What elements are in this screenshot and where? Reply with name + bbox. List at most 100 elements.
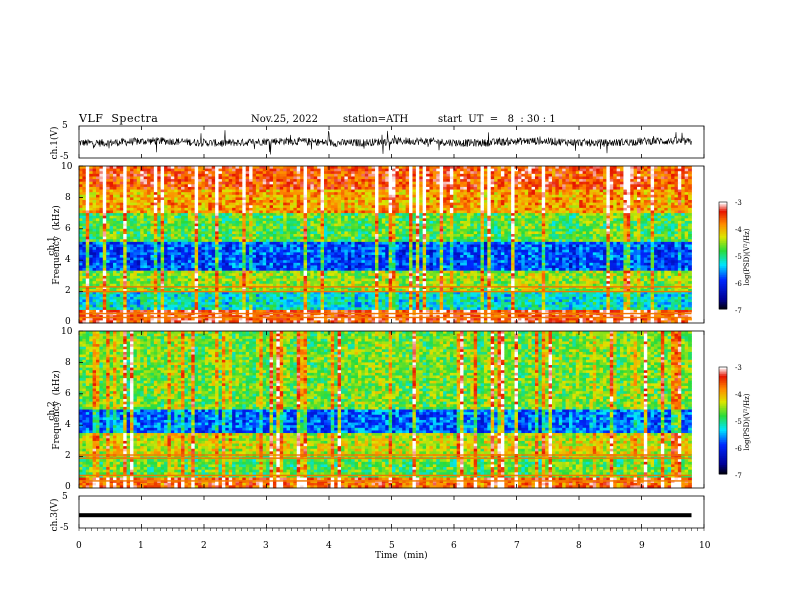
spectrogram-cell xyxy=(219,187,223,190)
spectrogram-cell xyxy=(167,310,171,313)
spectrogram-cell xyxy=(232,265,236,268)
spectrogram-cell xyxy=(123,210,127,213)
spectrogram-cell xyxy=(174,213,178,216)
spectrogram-cell xyxy=(178,237,182,240)
spectrogram-cell xyxy=(212,166,216,169)
spectrogram-cell xyxy=(215,221,219,224)
spectrogram-cell xyxy=(246,234,250,237)
spectrogram-cell xyxy=(96,226,100,229)
spectrogram-cell xyxy=(327,176,331,179)
spectrogram-cell xyxy=(178,174,182,177)
spectrogram-cell xyxy=(150,216,154,219)
spectrogram-cell xyxy=(239,263,243,266)
spectrogram-cell xyxy=(341,192,345,195)
spectrogram-cell xyxy=(215,187,219,190)
spectrogram-cell xyxy=(127,273,131,276)
spectrogram-cell xyxy=(321,247,325,250)
spectrogram-cell xyxy=(242,305,246,308)
spectrogram-cell xyxy=(127,276,131,279)
spectrogram-cell xyxy=(287,281,291,284)
spectrogram-cell xyxy=(195,208,199,211)
spectrogram-cell xyxy=(127,231,131,234)
spectrogram-cell xyxy=(171,218,175,221)
spectrogram-cell xyxy=(82,307,86,310)
spectrogram-cell xyxy=(324,276,328,279)
spectrogram-cell xyxy=(89,265,93,268)
spectrogram-cell xyxy=(355,229,359,232)
spectrogram-cell xyxy=(161,171,165,174)
spectrogram-cell xyxy=(287,318,291,321)
spectrogram-cell xyxy=(208,252,212,255)
spectrogram-cell xyxy=(144,171,148,174)
spectrogram-cell xyxy=(116,279,120,282)
spectrogram-cell xyxy=(344,255,348,258)
spectrogram-cell xyxy=(283,239,287,242)
spectrogram-cell xyxy=(127,281,131,284)
spectrogram-cell xyxy=(358,302,362,305)
spectrogram-cell xyxy=(273,276,277,279)
spectrogram-cell xyxy=(195,237,199,240)
spectrogram-cell xyxy=(133,268,137,271)
spectrogram-cell xyxy=(317,208,321,211)
spectrogram-cell xyxy=(293,210,297,213)
spectrogram-cell xyxy=(205,179,209,182)
spectrogram-cell xyxy=(99,192,103,195)
spectrogram-cell xyxy=(229,218,233,221)
spectrogram-cell xyxy=(273,169,277,172)
spectrogram-cell xyxy=(321,245,325,248)
spectrogram-cell xyxy=(266,263,270,266)
spectrogram-cell xyxy=(287,239,291,242)
spectrogram-cell xyxy=(106,224,110,227)
spectrogram-cell xyxy=(266,195,270,198)
spectrogram-cell xyxy=(351,307,355,310)
spectrogram-cell xyxy=(266,302,270,305)
spectrogram-cell xyxy=(270,260,274,263)
spectrogram-cell xyxy=(89,208,93,211)
spectrogram-cell xyxy=(341,242,345,245)
spectrogram-cell xyxy=(338,265,342,268)
spectrogram-cell xyxy=(270,268,274,271)
spectrogram-cell xyxy=(133,184,137,187)
spectrogram-cell xyxy=(150,231,154,234)
spectrogram-cell xyxy=(103,182,107,185)
spectrogram-cell xyxy=(110,208,114,211)
spectrogram-cell xyxy=(144,213,148,216)
spectrogram-cell xyxy=(344,224,348,227)
spectrogram-cell xyxy=(123,197,127,200)
spectrogram-cell xyxy=(358,218,362,221)
spectrogram-cell xyxy=(106,297,110,300)
spectrogram-cell xyxy=(287,245,291,248)
spectrogram-cell xyxy=(297,307,301,310)
spectrogram-cell xyxy=(195,176,199,179)
spectrogram-cell xyxy=(106,268,110,271)
spectrogram-cell xyxy=(327,263,331,266)
spectrogram-cell xyxy=(300,166,304,169)
spectrogram-cell xyxy=(198,192,202,195)
spectrogram-cell xyxy=(110,190,114,193)
spectrogram-cell xyxy=(290,273,294,276)
spectrogram-cell xyxy=(331,268,335,271)
spectrogram-cell xyxy=(161,305,165,308)
spectrogram-cell xyxy=(161,276,165,279)
spectrogram-cell xyxy=(293,281,297,284)
spectrogram-cell xyxy=(174,271,178,274)
spectrogram-cell xyxy=(304,229,308,232)
spectrogram-cell xyxy=(331,216,335,219)
spectrogram-cell xyxy=(150,229,154,232)
spectrogram-cell xyxy=(140,237,144,240)
spectrogram-cell xyxy=(106,255,110,258)
spectrogram-cell xyxy=(283,273,287,276)
spectrogram-cell xyxy=(202,305,206,308)
spectrogram-cell xyxy=(222,195,226,198)
spectrogram-cell xyxy=(287,182,291,185)
spectrogram-cell xyxy=(304,245,308,248)
spectrogram-cell xyxy=(212,213,216,216)
spectrogram-cell xyxy=(300,231,304,234)
spectrogram-cell xyxy=(113,263,117,266)
spectrogram-cell xyxy=(304,224,308,227)
spectrogram-cell xyxy=(127,179,131,182)
spectrogram-cell xyxy=(171,171,175,174)
spectrogram-cell xyxy=(89,299,93,302)
spectrogram-cell xyxy=(161,307,165,310)
spectrogram-cell xyxy=(161,242,165,245)
